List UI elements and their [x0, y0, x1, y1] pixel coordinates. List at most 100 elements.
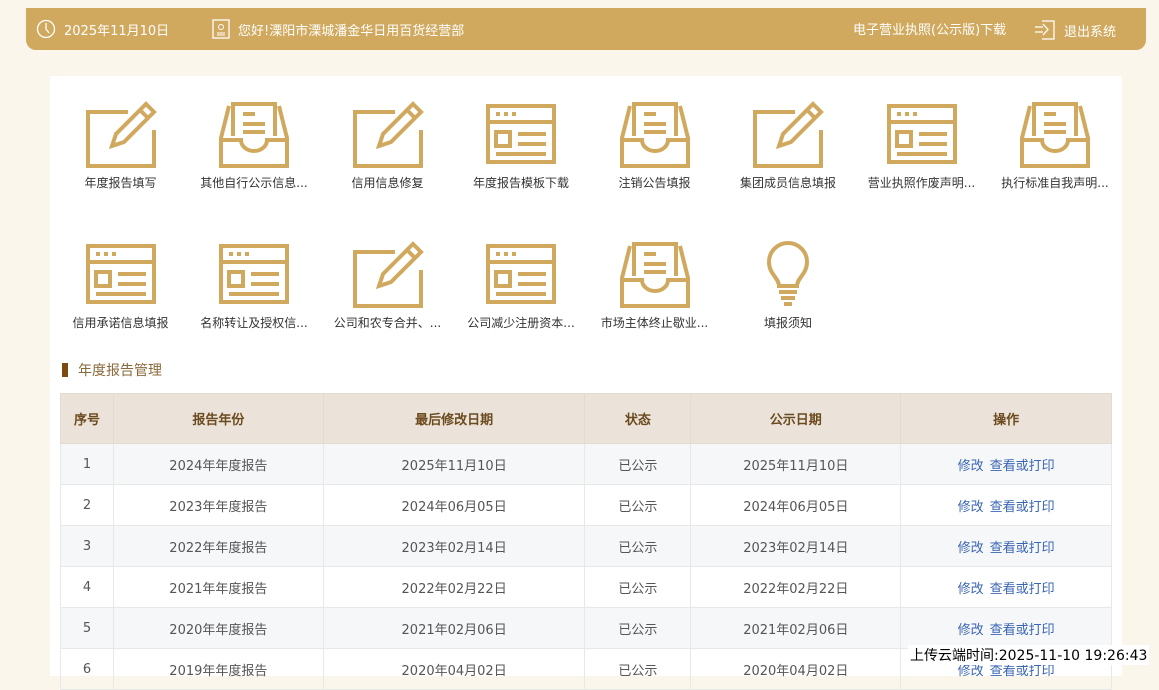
- actions-cell: 修改 查看或打印: [900, 607, 1112, 649]
- table-cell: 已公示: [584, 648, 692, 690]
- column-header: 操作: [900, 393, 1112, 444]
- table-cell: 6: [60, 648, 114, 690]
- license-download-label: 电子营业执照(公示版)下载: [853, 23, 1007, 38]
- view-print-link[interactable]: 查看或打印: [989, 540, 1055, 556]
- view-print-link[interactable]: 查看或打印: [989, 622, 1055, 638]
- table-row: 3 2022年年度报告 2023年02月14日 已公示 2023年02月14日 修改 查看或…: [60, 525, 1112, 567]
- table-cell: 2023年02月14日: [322, 525, 586, 567]
- logout-button[interactable]: 退出系统: [1034, 19, 1116, 41]
- inbox-icon: [618, 100, 692, 168]
- table-cell: 2023年02月14日: [690, 525, 902, 567]
- table-cell: 2019年年度报告: [112, 648, 324, 690]
- tile-form[interactable]: 名称转让及授权信...: [188, 240, 321, 331]
- form-icon: [484, 240, 558, 308]
- table-cell: 2: [60, 484, 114, 526]
- table-cell: 2020年04月02日: [690, 648, 902, 690]
- tile-form[interactable]: 营业执照作废声明...: [855, 100, 988, 191]
- clock-icon: [36, 19, 56, 39]
- license-download-link[interactable]: 电子营业执照(公示版)下载: [853, 19, 1006, 38]
- tile-form[interactable]: 年度报告模板下载: [455, 100, 588, 191]
- tile-label: 公司和农专合并、...: [333, 316, 442, 330]
- actions-cell: 修改 查看或打印: [900, 443, 1112, 485]
- table-row: 4 2021年年度报告 2022年02月22日 已公示 2022年02月22日 修改 查看或…: [60, 566, 1112, 608]
- edit-link[interactable]: 修改: [957, 458, 984, 474]
- table-cell: 2023年年度报告: [112, 484, 324, 526]
- user-greeting: 您好!溧阳市溧城潘金华日用百货经营部: [212, 19, 464, 39]
- edit-link[interactable]: 修改: [957, 581, 984, 597]
- user-icon: [212, 19, 230, 39]
- tile-label: 执行标准自我声明...: [1001, 176, 1109, 190]
- table-cell: 2021年02月06日: [322, 607, 586, 649]
- tile-form[interactable]: 信用承诺信息填报: [54, 240, 187, 331]
- table-cell: 2025年11月10日: [690, 443, 902, 485]
- form-icon: [484, 100, 558, 168]
- table-cell: 2024年年度报告: [112, 443, 324, 485]
- tile-label: 信用信息修复: [351, 176, 424, 190]
- tile-label: 其他自行公示信息...: [200, 176, 308, 190]
- view-print-link[interactable]: 查看或打印: [989, 663, 1055, 679]
- table-cell: 已公示: [584, 484, 692, 526]
- tile-label: 集团成员信息填报: [739, 176, 836, 190]
- column-header: 最后修改日期: [322, 393, 586, 444]
- view-print-link[interactable]: 查看或打印: [989, 499, 1055, 515]
- edit-link[interactable]: 修改: [957, 663, 984, 679]
- tile-label: 公司减少注册资本...: [467, 316, 575, 330]
- tile-label: 信用承诺信息填报: [72, 316, 169, 330]
- table-row: 1 2024年年度报告 2025年11月10日 已公示 2025年11月10日 修改 查看或…: [60, 443, 1112, 485]
- table-row: 5 2020年年度报告 2021年02月06日 已公示 2021年02月06日 修改 查看或…: [60, 607, 1112, 649]
- upload-time: 上传云端时间:2025-11-10 19:26:43: [908, 645, 1150, 665]
- top-bar: 2025年11月10日 您好!溧阳市溧城潘金华日用百货经营部 电子营业执照(公示…: [26, 8, 1146, 50]
- table-cell: 2020年04月02日: [322, 648, 586, 690]
- inbox-icon: [1018, 100, 1092, 168]
- edit-link[interactable]: 修改: [957, 499, 984, 515]
- tile-label: 填报须知: [763, 316, 812, 330]
- tile-label: 年度报告填写: [84, 176, 157, 190]
- table-cell: 2022年02月22日: [322, 566, 586, 608]
- inbox-icon: [618, 240, 692, 308]
- section-marker: [62, 363, 68, 377]
- table-cell: 2020年年度报告: [112, 607, 324, 649]
- actions-cell: 修改 查看或打印: [900, 525, 1112, 567]
- tile-bulb[interactable]: 填报须知: [722, 240, 855, 331]
- pencil-icon: [351, 100, 425, 168]
- form-icon: [217, 240, 291, 308]
- tile-inbox[interactable]: 注销公告填报: [588, 100, 721, 191]
- tile-pencil[interactable]: 信用信息修复: [321, 100, 454, 191]
- tile-pencil[interactable]: 公司和农专合并、...: [321, 240, 454, 331]
- inbox-icon: [217, 100, 291, 168]
- bulb-icon: [751, 240, 825, 308]
- main-card: 年度报告填写 其他自行公示信息... 信用信息修复 年度报告模板下载 注销公告填报 集团成…: [50, 76, 1122, 690]
- current-date: 2025年11月10日: [64, 23, 170, 39]
- tile-inbox[interactable]: 市场主体终止歇业...: [588, 240, 721, 331]
- column-header: 公示日期: [690, 393, 902, 444]
- column-header: 状态: [584, 393, 692, 444]
- tile-pencil[interactable]: 集团成员信息填报: [722, 100, 855, 191]
- tile-label: 注销公告填报: [618, 176, 691, 190]
- edit-link[interactable]: 修改: [957, 540, 984, 556]
- tile-inbox[interactable]: 执行标准自我声明...: [989, 100, 1122, 191]
- table-cell: 4: [60, 566, 114, 608]
- table-cell: 2021年02月06日: [690, 607, 902, 649]
- logout-icon: [1035, 20, 1055, 40]
- tile-pencil[interactable]: 年度报告填写: [54, 100, 187, 191]
- tile-label: 市场主体终止歇业...: [600, 316, 709, 330]
- section-header: 年度报告管理: [62, 360, 162, 380]
- table-cell: 2024年06月05日: [322, 484, 586, 526]
- table-cell: 5: [60, 607, 114, 649]
- table-cell: 3: [60, 525, 114, 567]
- edit-link[interactable]: 修改: [957, 622, 984, 638]
- view-print-link[interactable]: 查看或打印: [989, 581, 1055, 597]
- actions-cell: 修改 查看或打印: [900, 566, 1112, 608]
- tile-label: 年度报告模板下载: [472, 176, 569, 190]
- greeting-text: 您好!溧阳市溧城潘金华日用百货经营部: [238, 23, 465, 39]
- table-cell: 已公示: [584, 566, 692, 608]
- table-row: 2 2023年年度报告 2024年06月05日 已公示 2024年06月05日 修改 查看或…: [60, 484, 1112, 526]
- tile-inbox[interactable]: 其他自行公示信息...: [188, 100, 321, 191]
- table-cell: 已公示: [584, 443, 692, 485]
- table-cell: 1: [60, 443, 114, 485]
- view-print-link[interactable]: 查看或打印: [989, 458, 1055, 474]
- tile-form[interactable]: 公司减少注册资本...: [455, 240, 588, 331]
- column-header: 序号: [60, 393, 114, 444]
- table-cell: 2024年06月05日: [690, 484, 902, 526]
- pencil-icon: [351, 240, 425, 308]
